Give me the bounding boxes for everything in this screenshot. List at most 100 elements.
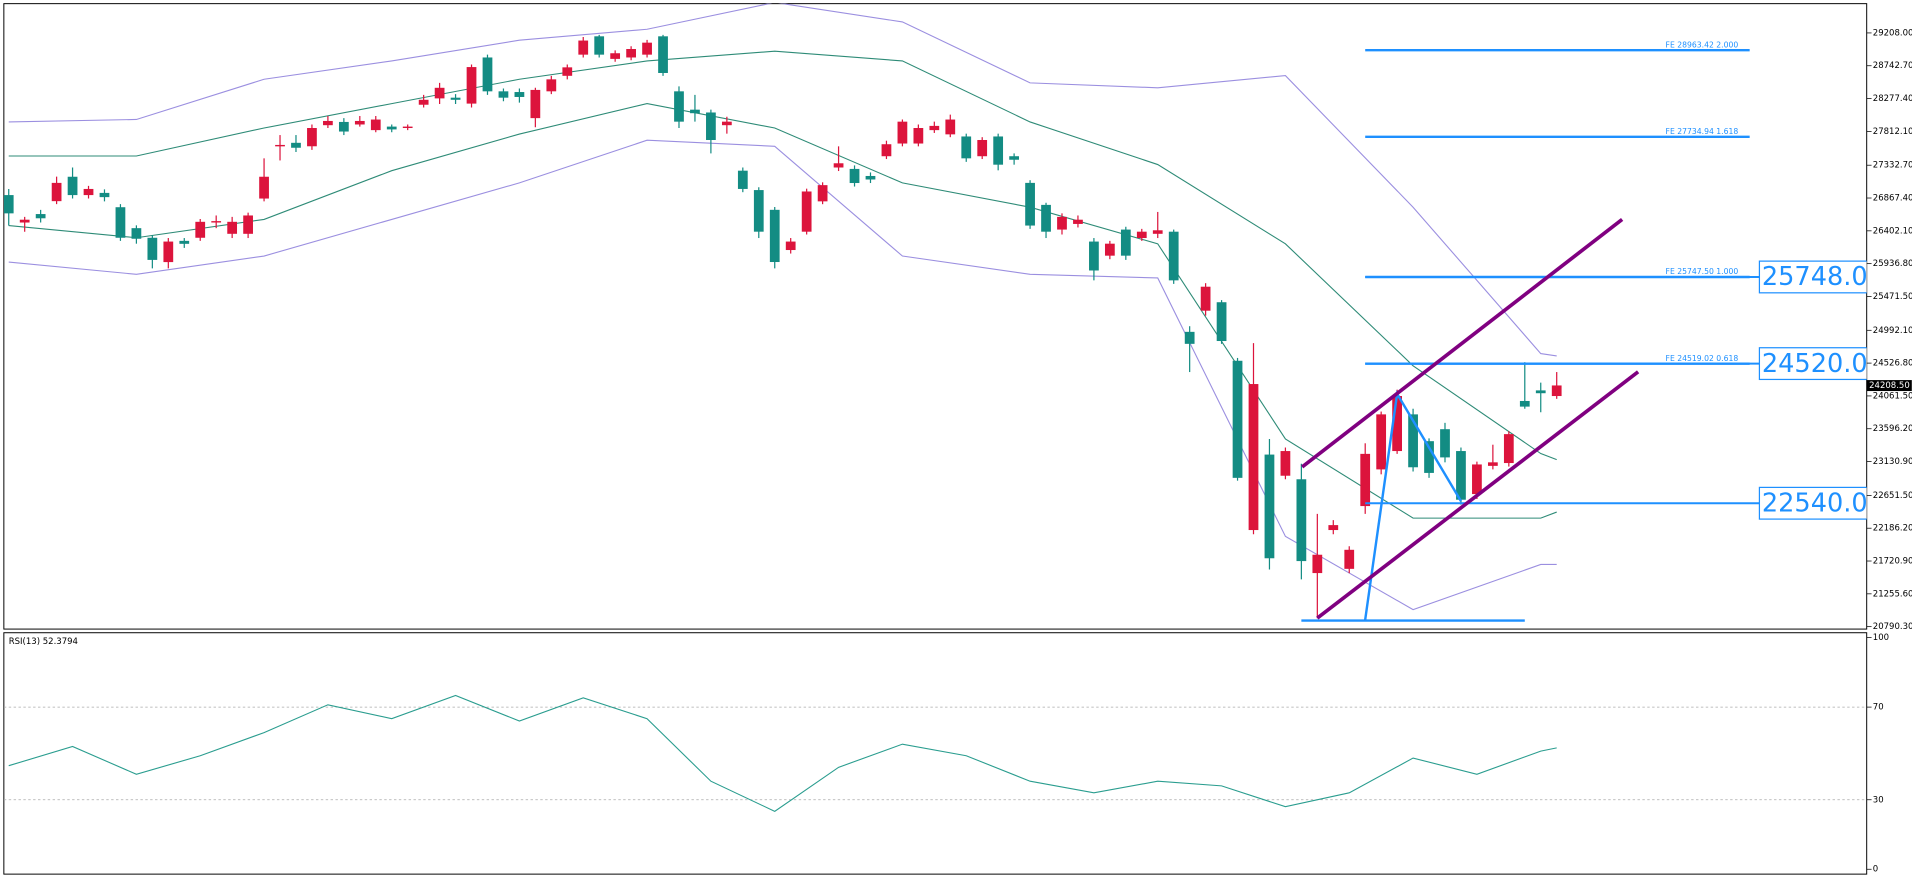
level-label: 22540.0 — [1762, 488, 1868, 518]
candle-body — [179, 240, 190, 244]
candle-body — [338, 121, 349, 132]
y-tick-label: 20790.30 — [1873, 622, 1912, 632]
candle-body — [929, 125, 940, 131]
candle-body — [450, 97, 461, 100]
candle-body — [386, 126, 397, 130]
rsi-line — [8, 694, 1557, 812]
rsi-panel — [3, 632, 1868, 875]
candle-body — [402, 126, 413, 129]
candle-body — [1503, 434, 1514, 464]
candle-body — [1200, 286, 1211, 311]
candle-body — [642, 42, 652, 55]
candle-body — [275, 144, 285, 147]
candle-body — [785, 241, 796, 251]
candle-body — [1120, 229, 1131, 256]
channel-line — [1301, 217, 1624, 469]
candle-body — [945, 119, 956, 135]
candle-body — [1025, 182, 1035, 226]
candle-body — [1472, 464, 1482, 495]
candle-body — [1152, 230, 1163, 234]
y-tick-label: 28277.40 — [1873, 94, 1912, 104]
candle-body — [610, 53, 621, 59]
candle-body — [1296, 479, 1307, 562]
candle-body — [115, 207, 126, 238]
candle-body — [753, 190, 764, 232]
candle-body — [881, 144, 892, 157]
fib-label: FE 28963.42 2.000 — [1666, 40, 1739, 49]
candle-body — [897, 121, 908, 144]
axes: 29208.00 28742.70 28277.40 27812.10 27332.70… — [1866, 28, 1912, 875]
rsi-plot — [3, 694, 1867, 812]
rsi-title: RSI(13) 52.3794 — [9, 637, 78, 647]
candle-body — [817, 185, 828, 202]
candle-body — [1519, 400, 1530, 407]
candle-body — [1168, 231, 1179, 281]
y-tick-label: 100 — [1873, 633, 1889, 643]
candle-body — [961, 136, 972, 159]
candle-body — [466, 67, 477, 104]
candle-body — [1487, 462, 1498, 466]
y-tick-label: 23596.20 — [1873, 424, 1912, 434]
candle-body — [658, 36, 668, 73]
candle-body — [19, 219, 30, 223]
candle-body — [737, 170, 748, 189]
candle-body — [1440, 429, 1450, 458]
candle-body — [801, 191, 812, 232]
candle-body — [514, 92, 525, 97]
candle-body — [227, 221, 238, 234]
y-tick-label: 24992.10 — [1873, 326, 1912, 336]
candle-body — [1328, 525, 1339, 531]
candle-body — [259, 176, 269, 199]
y-tick-label: 22186.20 — [1873, 524, 1912, 534]
candle-body — [51, 182, 62, 202]
candle-body — [1456, 451, 1466, 500]
y-tick-label: 25936.80 — [1873, 259, 1912, 269]
fib-label: FE 24519.02 0.618 — [1666, 354, 1739, 363]
candle-body — [370, 119, 381, 131]
candle-body — [530, 89, 541, 119]
candle-body — [1376, 414, 1387, 470]
candle-body — [418, 99, 429, 105]
last-price-box — [1866, 380, 1912, 392]
candle-body — [1073, 219, 1083, 224]
candle-body — [594, 36, 605, 55]
level-label: 25748.0 — [1762, 262, 1868, 292]
channel-line — [1316, 370, 1640, 620]
y-tick-label: 70 — [1873, 703, 1884, 713]
candle-body — [131, 228, 142, 239]
candle-body — [849, 168, 860, 184]
fib-label: FE 25747.50 1.000 — [1666, 267, 1739, 276]
candle-body — [498, 91, 509, 98]
candle-body — [99, 192, 110, 198]
candle-body — [3, 195, 14, 214]
candle-body — [1041, 204, 1051, 232]
candle-body — [1232, 360, 1243, 478]
candle-body — [1264, 454, 1275, 559]
candle-body — [1089, 241, 1099, 271]
candle-body — [833, 163, 844, 168]
y-tick-label: 30 — [1873, 795, 1884, 805]
price-plot: FE 28963.42 2.000 FE 27734.94 1.618 FE 257… — [3, 3, 1868, 622]
candle-body — [1360, 453, 1371, 507]
y-tick-label: 29208.00 — [1873, 28, 1912, 38]
candle-body — [913, 128, 924, 144]
candle-body — [993, 136, 1004, 165]
candle-body — [1184, 331, 1195, 344]
y-tick-label: 26402.10 — [1873, 226, 1912, 236]
candle-body — [865, 175, 876, 180]
y-tick-label: 22651.50 — [1873, 491, 1912, 501]
candle-body — [195, 221, 206, 238]
price-panel — [3, 3, 1868, 630]
candle-body — [211, 221, 222, 223]
y-tick-label: 24061.50 — [1873, 391, 1912, 401]
candle-body — [706, 112, 716, 140]
candle-body — [977, 139, 988, 157]
y-tick-label: 25471.50 — [1873, 292, 1912, 302]
candle-body — [1392, 396, 1402, 452]
y-tick-label: 24526.80 — [1873, 359, 1912, 369]
band-line — [8, 3, 1557, 357]
candle-body — [1344, 549, 1355, 569]
candle-body — [1312, 554, 1323, 574]
